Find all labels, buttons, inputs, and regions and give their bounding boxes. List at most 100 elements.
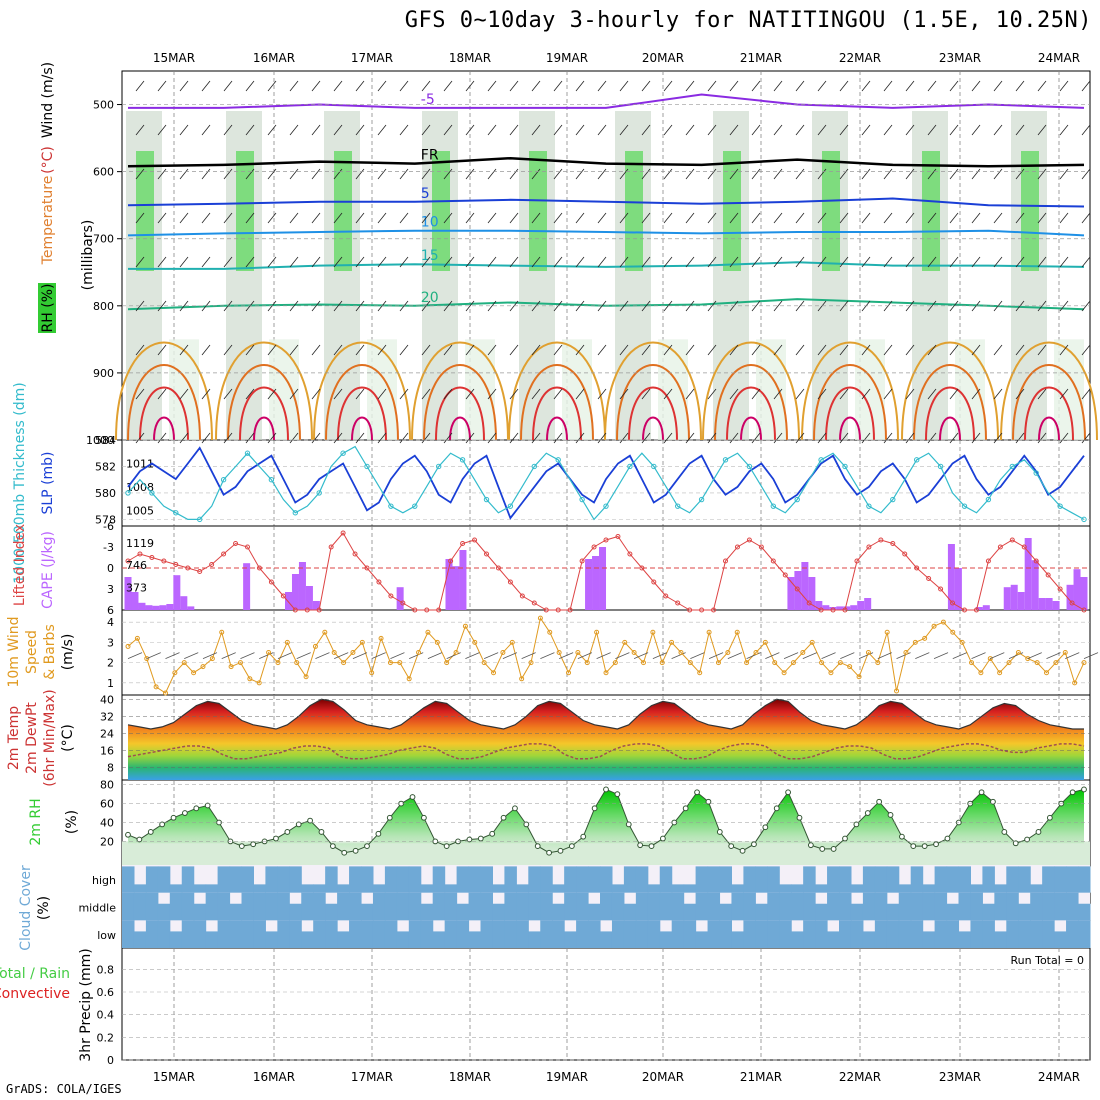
cloud-cell <box>970 892 983 921</box>
wind-barb <box>289 388 299 400</box>
cloud-cell <box>372 884 386 893</box>
lifted-index-point <box>424 607 430 613</box>
rh-point <box>1024 836 1030 843</box>
wind-barb <box>883 168 893 180</box>
wind-speed-point <box>266 650 272 655</box>
cloud-cell <box>1018 920 1031 948</box>
chart-title: GFS 0~10day 3-hourly for NATITINGOU (1.5… <box>404 8 1092 33</box>
cloud-cell <box>337 892 350 921</box>
wind-barb <box>1015 168 1025 180</box>
wind-barb <box>905 80 915 92</box>
wind-barb <box>443 388 453 400</box>
wind-barb-10m <box>240 652 255 659</box>
wind-barb <box>927 432 937 444</box>
cloud-cell <box>408 866 422 893</box>
rh-point <box>694 789 700 796</box>
wind-barb <box>487 300 497 312</box>
lifted-index-point <box>579 558 585 564</box>
precip-tick: 0.6 <box>97 986 115 999</box>
cloud-cell <box>659 866 673 893</box>
rh-point <box>1069 789 1076 796</box>
thickness-point <box>173 510 179 516</box>
wind-barb <box>201 212 211 224</box>
wind-barb <box>971 80 981 92</box>
wind-barb <box>575 432 585 444</box>
lifted-index-point <box>316 607 322 613</box>
isotherm-dome <box>449 416 471 441</box>
wind-barb <box>201 124 211 136</box>
thickness-point <box>675 503 681 509</box>
thickness-point <box>292 510 298 516</box>
thickness-point <box>770 503 776 509</box>
wind-speed-point <box>987 656 993 662</box>
date-label-top: 24MAR <box>1038 51 1080 65</box>
wind-barb <box>509 344 519 356</box>
wind-barb <box>289 344 299 356</box>
wind-barb <box>399 168 409 180</box>
isotherm-dome <box>839 416 861 441</box>
wind-barb <box>179 212 189 224</box>
wind-barb <box>773 80 783 92</box>
cloud-cell <box>241 920 254 948</box>
wind-barb <box>179 80 189 92</box>
lifted-index-point <box>448 558 454 564</box>
rh-point <box>352 847 359 854</box>
isotherm-line <box>127 156 1085 168</box>
wind-barb <box>377 212 387 224</box>
cloud-cell <box>253 884 266 893</box>
wind-barb <box>861 212 871 224</box>
wind-speed-point <box>912 639 918 645</box>
isotherm-dome <box>351 416 373 441</box>
cloud-cell <box>456 920 470 948</box>
rh-shade-light <box>465 339 495 440</box>
wind-speed-point <box>1015 650 1021 655</box>
cloud-cell <box>623 903 637 921</box>
wind-speed-point <box>903 650 909 655</box>
thickness-point <box>961 503 968 509</box>
wind-barb <box>1015 388 1025 400</box>
cloud-cell <box>600 892 613 921</box>
wind-barb <box>597 388 607 400</box>
wind-barb <box>861 344 871 356</box>
lifted-index-point <box>412 607 418 613</box>
rh-point <box>1046 814 1053 821</box>
wind-speed-point <box>575 650 581 655</box>
cloud-cell <box>133 931 147 948</box>
wind-speed-point <box>378 635 384 641</box>
isotherm-line <box>127 229 1085 237</box>
date-label-bottom: 23MAR <box>939 1070 981 1084</box>
cape-bar <box>291 574 299 610</box>
lifted-index-point <box>1009 537 1015 543</box>
lifted-index-point <box>663 593 669 599</box>
wind-barb <box>223 212 233 224</box>
wind-barb <box>553 124 563 136</box>
wind-barb <box>443 256 453 268</box>
cloud-cell <box>1066 920 1079 948</box>
cloud-cell <box>277 892 290 921</box>
axis-label-rh-unit: (%) <box>64 810 80 834</box>
wind-barb <box>509 168 519 180</box>
cloud-cell <box>874 920 888 948</box>
wind-barb <box>1059 212 1069 224</box>
thickness-tick: 582 <box>95 460 116 473</box>
rh-shade-light <box>1054 339 1084 440</box>
wind-barb <box>553 168 563 180</box>
wind-barb <box>465 168 475 180</box>
wind-barb-10m <box>596 652 611 659</box>
wind-speed-point <box>678 650 684 655</box>
wind-barb <box>531 344 541 356</box>
wind-barb <box>905 344 915 356</box>
isotherm-label: 5 <box>421 186 430 202</box>
wind-speed-point <box>303 674 309 680</box>
wind-barb <box>553 432 563 444</box>
wind-barb <box>399 80 409 92</box>
wind-barb <box>289 256 299 268</box>
isotherm-dome <box>115 341 213 441</box>
cloud-cell <box>528 931 541 948</box>
cloud-cell <box>791 884 804 893</box>
rh-point <box>307 817 313 824</box>
wind-barb <box>377 124 387 136</box>
thickness-tick: 584 <box>95 434 116 447</box>
isotherm-dome <box>153 416 175 441</box>
